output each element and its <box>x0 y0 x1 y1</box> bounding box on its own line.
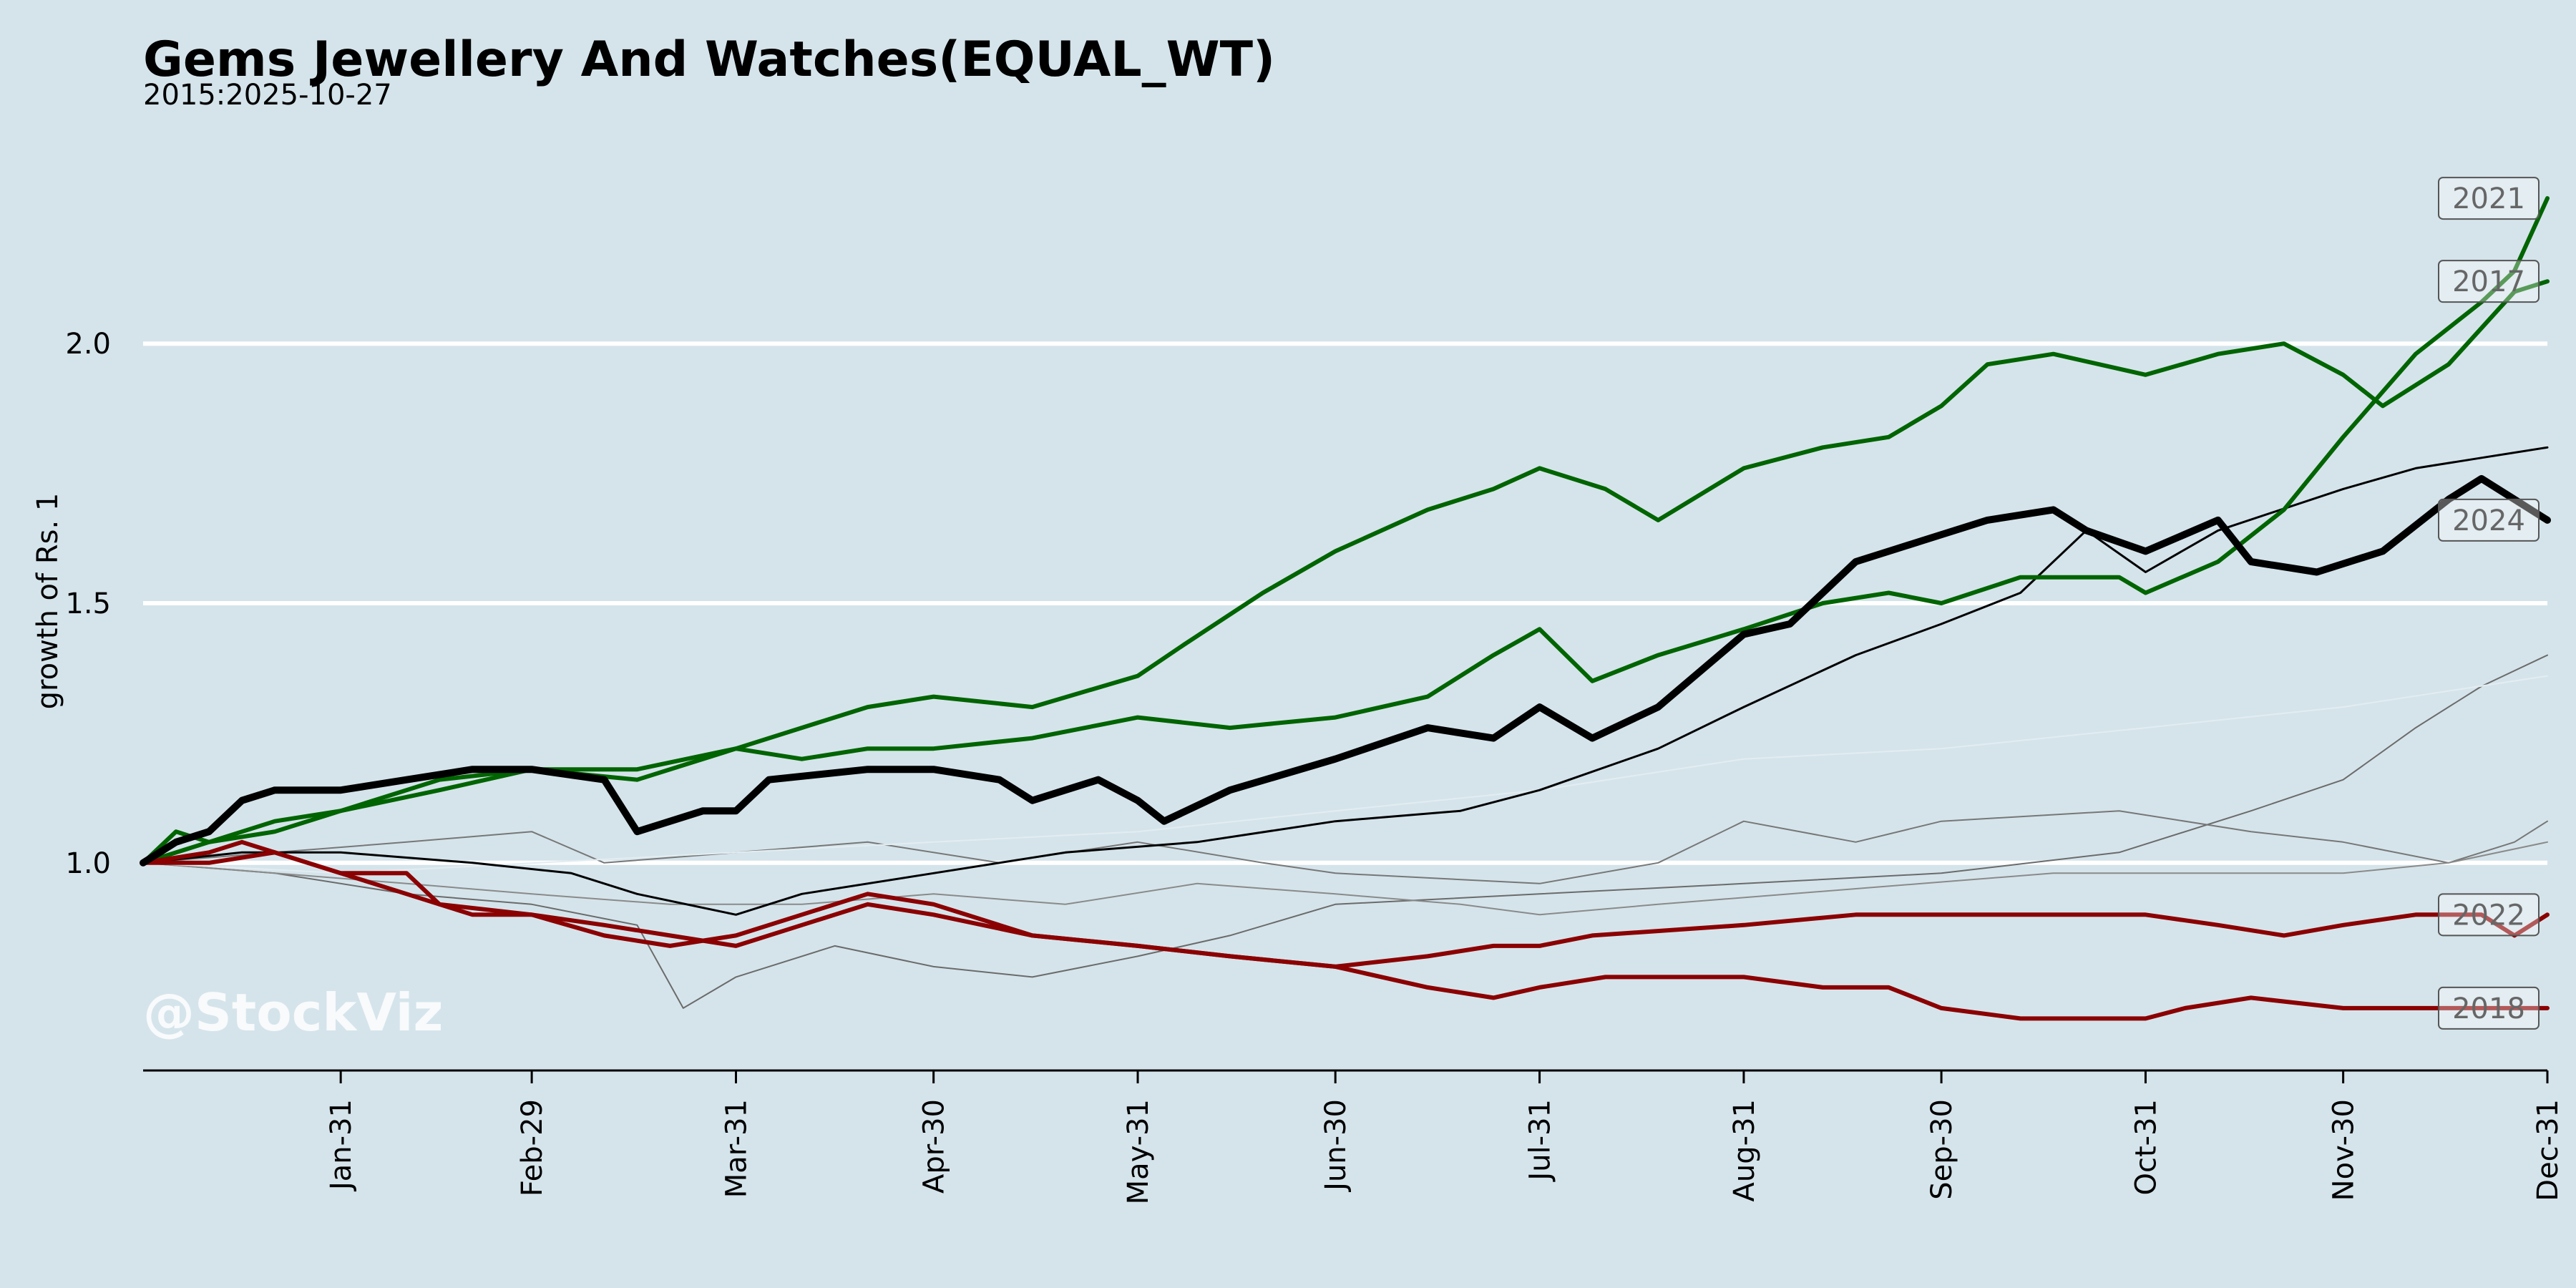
x-tick-label: Jun-30 <box>1319 1099 1352 1193</box>
series-label-2022: 2022 <box>2452 899 2525 932</box>
series-label-box <box>2438 986 2540 1030</box>
series-label-box <box>2438 893 2540 937</box>
series-line-2017 <box>141 279 2550 865</box>
x-tick-label: Jul-31 <box>1524 1099 1557 1183</box>
x-tick-label: Feb-29 <box>516 1099 549 1196</box>
series-label-box <box>2438 498 2540 542</box>
series-label-2024: 2024 <box>2452 504 2525 537</box>
series-label-box <box>2438 260 2540 303</box>
series-line-unlabeled-gray-2 <box>142 810 2548 884</box>
y-axis-label: growth of Rs. 1 <box>31 493 64 710</box>
y-tick-layer: 1.0 1.5 2.0 <box>65 328 111 880</box>
series-line-unlabeled-gray-1 <box>142 654 2548 1009</box>
series-label-2018: 2018 <box>2452 992 2525 1025</box>
x-tick-label: Apr-30 <box>918 1099 951 1194</box>
x-tick-label: Nov-30 <box>2328 1099 2361 1201</box>
x-tick-label: Sep-30 <box>1926 1099 1958 1200</box>
x-tick-label: Dec-31 <box>2532 1099 2565 1201</box>
series-label-box <box>2438 177 2540 220</box>
y-tick-label: 2.0 <box>65 328 111 361</box>
grid-layer <box>143 341 2547 865</box>
x-tick-label: Mar-31 <box>720 1099 753 1198</box>
series-line-unlabeled-black <box>142 446 2549 916</box>
series-label-layer: 2021 2017 2024 2022 2018 <box>2438 177 2540 1030</box>
x-tick-label: Jan-31 <box>325 1099 358 1192</box>
series-label-2017: 2017 <box>2452 265 2525 298</box>
y-tick-label: 1.0 <box>65 847 111 880</box>
x-tick-label: May-31 <box>1122 1099 1155 1204</box>
series-line-unlabeled-gray-3 <box>142 841 2548 916</box>
chart-subtitle: 2015:2025-10-27 <box>143 79 392 112</box>
y-tick-label: 1.5 <box>65 587 111 620</box>
watermark: @StockViz <box>143 982 443 1043</box>
series-line-2024 <box>140 474 2551 867</box>
x-tick-label: Oct-31 <box>2129 1099 2162 1196</box>
x-tick-layer: Jan-31 Feb-29 Mar-31 Apr-30 May-31 Jun-30 Jul-… <box>143 1069 2565 1204</box>
series-line-2018 <box>141 839 2550 1021</box>
x-tick-label: Aug-31 <box>1728 1099 1761 1201</box>
chart-title: Gems Jewellery And Watches(EQUAL_WT) <box>143 31 1275 88</box>
series-layer <box>140 196 2551 1021</box>
series-label-2021: 2021 <box>2452 182 2525 215</box>
series-line-unlabeled-faint <box>142 675 2548 874</box>
